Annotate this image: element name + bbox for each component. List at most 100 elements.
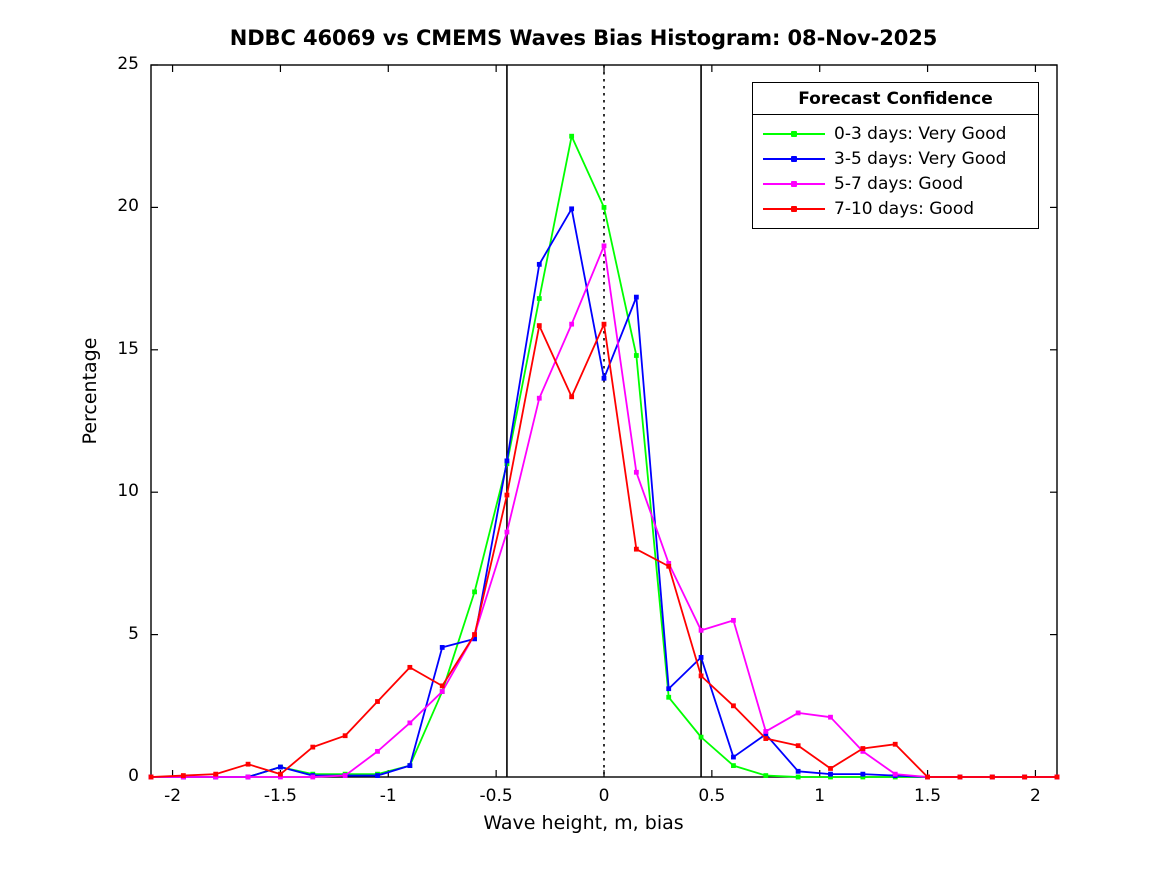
legend-item-label: 3-5 days: Very Good bbox=[834, 148, 1007, 169]
series-marker bbox=[666, 694, 672, 700]
series-marker bbox=[601, 375, 607, 381]
legend-line-icon bbox=[763, 152, 825, 166]
page-title: NDBC 46069 vs CMEMS Waves Bias Histogram… bbox=[229, 26, 938, 50]
series-marker bbox=[472, 589, 477, 595]
series-marker bbox=[375, 773, 380, 778]
series-marker bbox=[731, 617, 736, 623]
legend-line-icon bbox=[763, 177, 825, 191]
series-marker bbox=[860, 771, 866, 777]
legend-line-icon bbox=[763, 202, 825, 216]
series-marker bbox=[633, 353, 639, 358]
series-marker bbox=[795, 710, 801, 716]
y-tick-label: 25 bbox=[117, 54, 139, 74]
series-marker bbox=[601, 243, 607, 249]
legend-item-label: 5-7 days: Good bbox=[834, 173, 964, 194]
series-marker bbox=[666, 563, 672, 569]
series-marker bbox=[763, 773, 769, 778]
series-marker bbox=[633, 469, 639, 475]
series-marker bbox=[569, 133, 575, 139]
x-tick-label: 0.5 bbox=[698, 786, 726, 806]
series-marker bbox=[795, 774, 801, 780]
series-marker bbox=[472, 636, 477, 642]
series-marker bbox=[989, 774, 995, 780]
legend-item-label: 7-10 days: Good bbox=[834, 198, 975, 219]
series-marker bbox=[439, 689, 445, 694]
x-tick-label: 2 bbox=[1030, 786, 1041, 806]
legend-item-2[interactable]: 5-7 days: Good bbox=[753, 171, 1038, 196]
series-marker bbox=[472, 632, 477, 637]
series-marker bbox=[310, 774, 316, 780]
series-marker bbox=[569, 394, 575, 400]
series-marker bbox=[698, 654, 704, 660]
legend-item-0[interactable]: 0-3 days: Very Good bbox=[753, 121, 1038, 146]
legend-item-3[interactable]: 7-10 days: Good bbox=[753, 196, 1038, 221]
x-tick-label: 0 bbox=[598, 786, 610, 806]
series-marker bbox=[375, 748, 380, 754]
series-marker bbox=[278, 774, 283, 780]
series-marker bbox=[342, 733, 348, 739]
series-marker bbox=[795, 743, 801, 749]
series-marker bbox=[957, 774, 963, 780]
x-tick-label: -2 bbox=[164, 786, 182, 806]
series-marker bbox=[828, 766, 833, 771]
series-marker bbox=[828, 774, 833, 780]
series-marker bbox=[213, 774, 219, 780]
series-marker bbox=[180, 773, 186, 778]
series-marker bbox=[731, 754, 736, 760]
series-marker bbox=[698, 673, 704, 679]
y-axis-label: Percentage bbox=[79, 337, 101, 445]
x-axis-label: Wave height, m, bias bbox=[483, 812, 684, 834]
series-marker bbox=[536, 395, 542, 401]
series-marker bbox=[536, 261, 542, 267]
series-marker bbox=[763, 731, 769, 737]
y-tick-label: 10 bbox=[117, 481, 139, 502]
series-marker bbox=[763, 729, 769, 734]
legend-title: Forecast Confidence bbox=[753, 83, 1038, 115]
series-marker bbox=[278, 764, 283, 770]
series-line-0 bbox=[151, 135, 1057, 778]
series-marker bbox=[536, 296, 542, 301]
series-marker bbox=[245, 774, 251, 780]
legend-item-label: 0-3 days: Very Good bbox=[834, 123, 1007, 144]
series-marker bbox=[342, 773, 348, 778]
series-marker bbox=[536, 323, 542, 328]
legend-items: 0-3 days: Very Good 3-5 days: Very Good 5-… bbox=[753, 115, 1038, 228]
x-tick-label: -1 bbox=[379, 786, 397, 806]
series-marker bbox=[666, 561, 672, 566]
x-tick-label: -0.5 bbox=[479, 786, 513, 806]
series-marker bbox=[148, 774, 154, 780]
series-marker bbox=[860, 748, 866, 754]
series-marker bbox=[601, 205, 607, 210]
series-marker bbox=[763, 736, 769, 741]
series-marker bbox=[439, 645, 445, 650]
x-tick-label: -1.5 bbox=[263, 786, 297, 806]
series-marker bbox=[1054, 774, 1060, 780]
series-marker bbox=[601, 321, 607, 327]
x-tick-label: 1.5 bbox=[914, 786, 942, 806]
series-marker bbox=[666, 686, 672, 692]
series-marker bbox=[860, 774, 866, 780]
series-marker bbox=[439, 683, 445, 689]
series-marker bbox=[310, 744, 316, 750]
series-marker bbox=[504, 492, 510, 498]
series-marker bbox=[633, 546, 639, 552]
x-tick-label: 1 bbox=[814, 786, 826, 806]
series-marker bbox=[633, 294, 639, 300]
y-tick-label: 20 bbox=[117, 196, 139, 217]
y-tick-label: 0 bbox=[128, 766, 139, 786]
legend-item-1[interactable]: 3-5 days: Very Good bbox=[753, 146, 1038, 171]
legend-line-icon bbox=[763, 127, 825, 141]
series-marker bbox=[698, 734, 704, 740]
series-marker bbox=[925, 774, 930, 780]
series-marker bbox=[828, 771, 833, 777]
series-marker bbox=[569, 206, 575, 212]
series-marker bbox=[698, 627, 704, 633]
series-marker bbox=[504, 458, 510, 464]
y-tick-label: 5 bbox=[128, 623, 139, 644]
y-tick-label: 15 bbox=[117, 338, 139, 359]
series-marker bbox=[213, 771, 219, 777]
series-marker bbox=[278, 771, 283, 777]
series-marker bbox=[569, 321, 575, 327]
